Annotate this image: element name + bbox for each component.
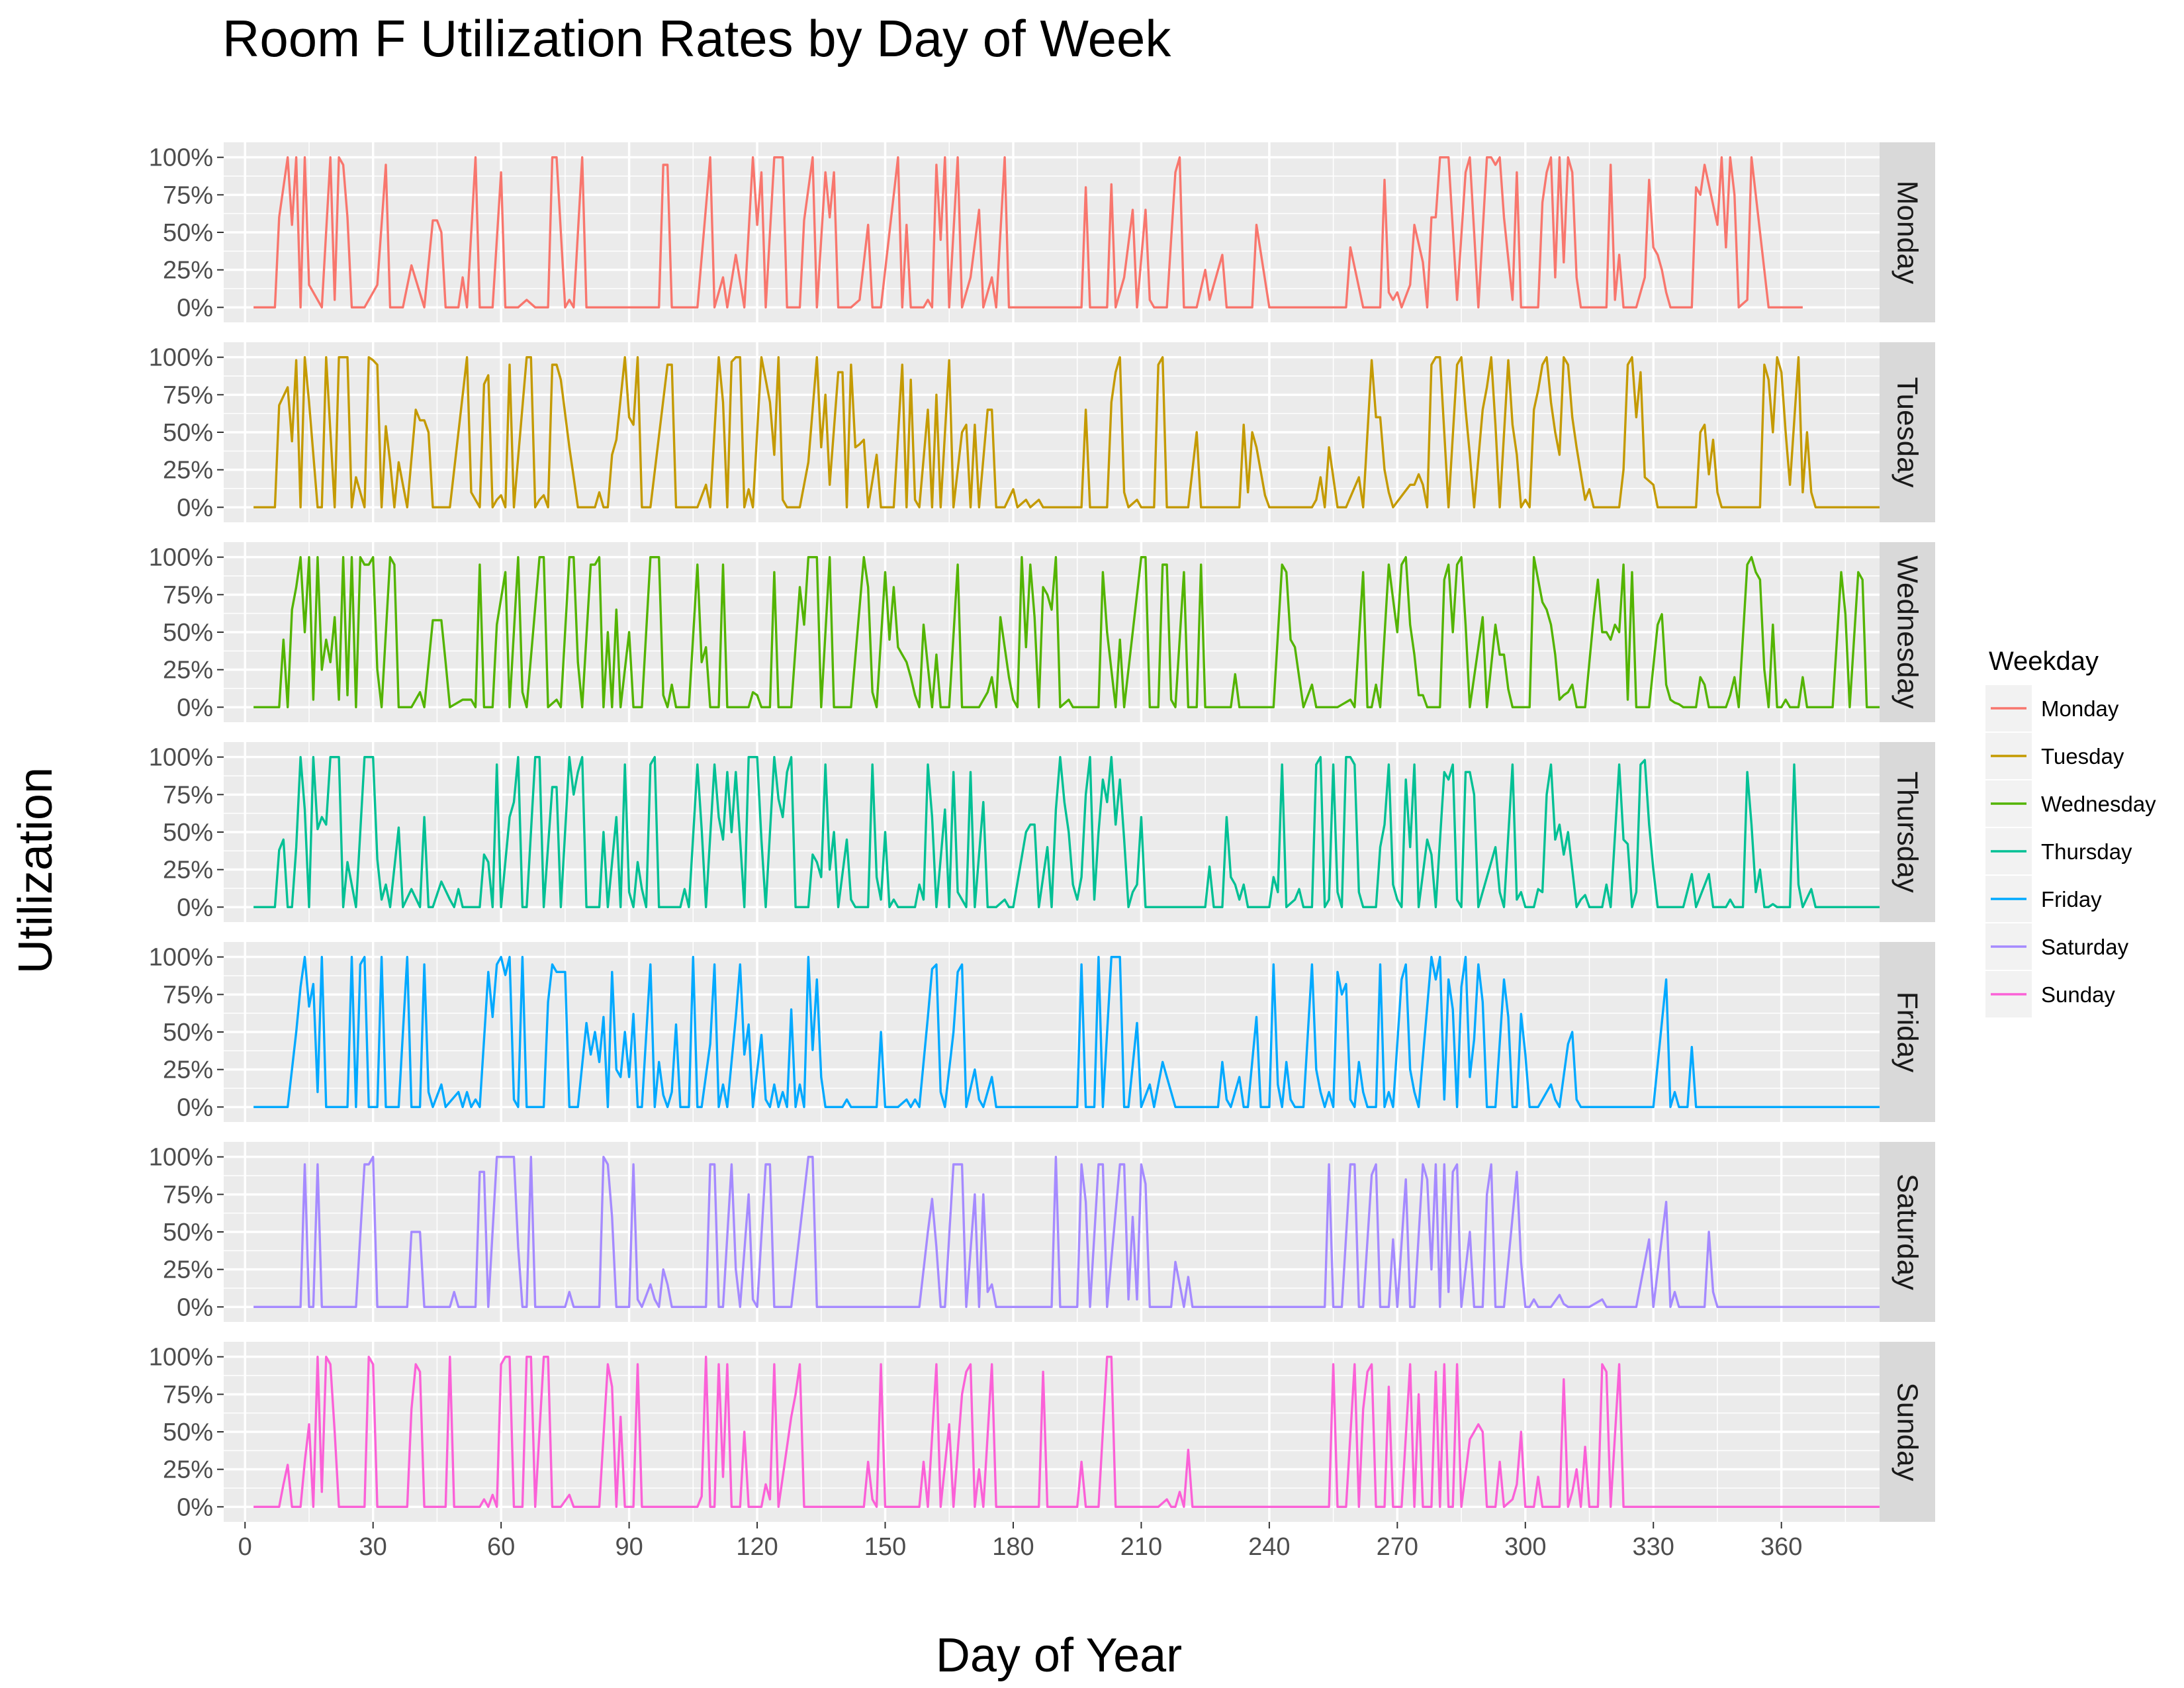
y-tick-label: 25% — [163, 657, 213, 684]
facet-strip-label: Friday — [1891, 992, 1924, 1072]
facet-strip — [1880, 142, 1935, 322]
legend-item: Wednesday — [1985, 780, 2156, 827]
y-tick-label: 50% — [163, 219, 213, 247]
x-tick-label: 210 — [1120, 1533, 1162, 1561]
y-tick-label: 100% — [149, 344, 213, 372]
y-tick-label: 75% — [163, 381, 213, 409]
y-axis-title: Utilization — [9, 767, 62, 974]
legend-label: Thursday — [2041, 839, 2132, 864]
legend-item: Sunday — [1985, 971, 2115, 1017]
facet-strip — [1880, 942, 1935, 1122]
legend-item: Saturday — [1985, 923, 2129, 970]
y-tick-label: 75% — [163, 981, 213, 1009]
x-axis: 0 30 60 90 120 150 180 210 240 270 300 330 360 — [238, 1522, 1802, 1561]
facet-strip-label: Wednesday — [1891, 555, 1924, 709]
x-tick-label: 150 — [864, 1533, 906, 1561]
facet-strip-label: Thursday — [1891, 771, 1924, 892]
x-tick-label: 30 — [359, 1533, 387, 1561]
y-tick-label: 25% — [163, 1456, 213, 1484]
series-line — [253, 156, 1803, 308]
facet-strip — [1880, 1342, 1935, 1522]
x-tick-label: 120 — [736, 1533, 778, 1561]
y-tick-label: 75% — [163, 1381, 213, 1409]
facet-strip — [1880, 342, 1935, 522]
legend-label: Monday — [2041, 696, 2119, 721]
legend-label: Sunday — [2041, 982, 2115, 1007]
y-tick-label: 75% — [163, 581, 213, 609]
facet-strip-label: Saturday — [1891, 1174, 1924, 1290]
legend-label: Saturday — [2041, 935, 2129, 959]
y-tick-label: 75% — [163, 781, 213, 809]
x-tick-label: 330 — [1633, 1533, 1674, 1561]
y-tick-label: 50% — [163, 619, 213, 647]
facet-strip — [1880, 542, 1935, 722]
facet-strip-label: Sunday — [1891, 1382, 1924, 1481]
y-tick-label: 100% — [149, 1144, 213, 1172]
y-tick-label: 25% — [163, 1056, 213, 1084]
facet-strip — [1880, 1142, 1935, 1322]
facet-strip-label: Tuesday — [1891, 377, 1924, 487]
facet-strip — [1880, 742, 1935, 922]
y-tick-label: 100% — [149, 544, 213, 572]
facet-panel: 0% 25% 50% 75% 100% Thursday — [149, 742, 1935, 922]
y-tick-label: 0% — [177, 1094, 213, 1121]
series-line — [253, 956, 1880, 1108]
y-tick-label: 50% — [163, 1219, 213, 1246]
y-tick-label: 0% — [177, 694, 213, 722]
facet-panel: 0% 25% 50% 75% 100% Friday — [149, 942, 1935, 1122]
facet-panel: 0% 25% 50% 75% 100% Saturday — [149, 1142, 1935, 1322]
legend-item: Friday — [1985, 876, 2102, 922]
y-tick-label: 0% — [177, 294, 213, 322]
y-tick-label: 50% — [163, 1419, 213, 1446]
y-tick-label: 0% — [177, 1293, 213, 1321]
y-tick-label: 100% — [149, 744, 213, 772]
legend-label: Tuesday — [2041, 744, 2124, 769]
facet-strip-label: Monday — [1891, 181, 1924, 285]
y-tick-label: 75% — [163, 181, 213, 209]
legend-item: Thursday — [1985, 828, 2132, 874]
y-tick-label: 100% — [149, 1344, 213, 1372]
x-axis-title: Day of Year — [936, 1629, 1182, 1682]
y-tick-label: 0% — [177, 1493, 213, 1521]
legend-title: Weekday — [1989, 647, 2099, 676]
y-tick-label: 75% — [163, 1181, 213, 1209]
x-tick-label: 300 — [1504, 1533, 1546, 1561]
legend-label: Wednesday — [2041, 792, 2156, 816]
y-tick-label: 50% — [163, 1019, 213, 1047]
legend-item: Monday — [1985, 685, 2119, 731]
x-tick-label: 360 — [1760, 1533, 1802, 1561]
series-line — [253, 756, 1880, 908]
x-tick-label: 270 — [1377, 1533, 1418, 1561]
facet-panel: 0% 25% 50% 75% 100% Wednesday — [149, 542, 1935, 722]
y-tick-label: 25% — [163, 1256, 213, 1284]
series-line — [253, 1156, 1880, 1308]
y-tick-label: 25% — [163, 457, 213, 485]
x-tick-label: 0 — [238, 1533, 252, 1561]
facet-panels: 0% 25% 50% 75% 100% Monday 0% 25% 50% 75% 100% Tues… — [149, 142, 1935, 1522]
facet-panel: 0% 25% 50% 75% 100% Tuesday — [149, 342, 1935, 522]
y-tick-label: 25% — [163, 257, 213, 285]
facet-panel: 0% 25% 50% 75% 100% Sunday — [149, 1342, 1935, 1522]
series-line — [253, 356, 1880, 508]
x-tick-label: 240 — [1248, 1533, 1290, 1561]
series-line — [253, 556, 1880, 708]
x-tick-label: 90 — [615, 1533, 643, 1561]
y-tick-label: 0% — [177, 894, 213, 921]
legend: Weekday Monday Tuesday Wednesday Thursday Fr… — [1985, 647, 2156, 1017]
chart-title: Room F Utilization Rates by Day of Week — [222, 9, 1171, 68]
x-tick-label: 60 — [487, 1533, 515, 1561]
facet-panel: 0% 25% 50% 75% 100% Monday — [149, 142, 1935, 322]
legend-label: Friday — [2041, 887, 2102, 912]
x-tick-label: 180 — [992, 1533, 1034, 1561]
y-tick-label: 50% — [163, 819, 213, 847]
series-line — [253, 1355, 1880, 1508]
legend-item: Tuesday — [1985, 733, 2124, 779]
y-tick-label: 50% — [163, 419, 213, 447]
y-tick-label: 0% — [177, 494, 213, 522]
y-tick-label: 100% — [149, 144, 213, 172]
y-tick-label: 25% — [163, 857, 213, 884]
y-tick-label: 100% — [149, 944, 213, 972]
